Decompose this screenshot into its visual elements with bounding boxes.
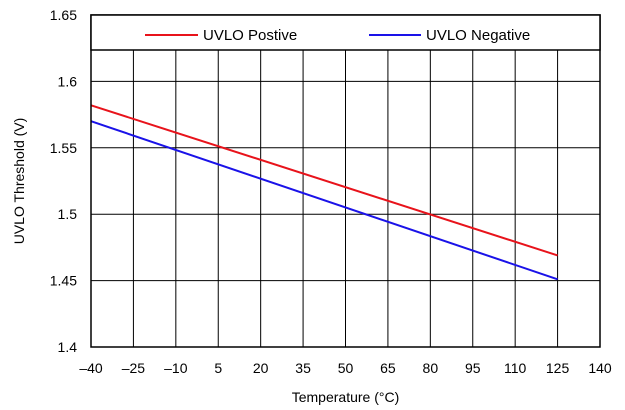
x-tick-label: –10 [164,360,188,376]
y-axis-title: UVLO Threshold (V) [11,118,27,245]
x-tick-label: 5 [214,360,222,376]
legend-box [90,14,601,51]
y-tick-label: 1.5 [58,206,78,222]
legend-label-uvlo-negative: UVLO Negative [426,27,530,44]
x-tick-label: –25 [122,360,146,376]
x-tick-label: 20 [253,360,269,376]
x-tick-label: 35 [295,360,311,376]
x-tick-label: 140 [588,360,612,376]
grid [91,50,600,347]
x-tick-label: 80 [423,360,439,376]
x-tick-label: 110 [504,360,527,376]
x-tick-label: 50 [338,360,354,376]
y-tick-label: 1.4 [58,339,78,355]
x-tick-label: 125 [546,360,570,376]
legend-label-uvlo-positive: UVLO Postive [203,27,297,44]
series-lines [90,104,558,281]
y-tick-labels: 1.4 1.45 1.5 1.55 1.6 1.65 [50,7,77,355]
x-axis-title: Temperature (°C) [292,389,400,405]
y-tick-label: 1.55 [50,140,77,156]
series-line-uvlo-positive [90,104,558,257]
y-tick-label: 1.45 [50,273,77,289]
x-tick-label: 65 [380,360,396,376]
x-tick-label: –40 [79,360,103,376]
x-tick-labels: –40 –25 –10 5 20 35 50 65 80 95 110 125 140 [79,360,612,376]
x-tick-label: 95 [465,360,481,376]
series-line-uvlo-negative [90,120,558,281]
y-tick-label: 1.6 [58,73,78,89]
legend: UVLO Postive UVLO Negative [90,14,601,51]
y-tick-label: 1.65 [50,7,77,23]
